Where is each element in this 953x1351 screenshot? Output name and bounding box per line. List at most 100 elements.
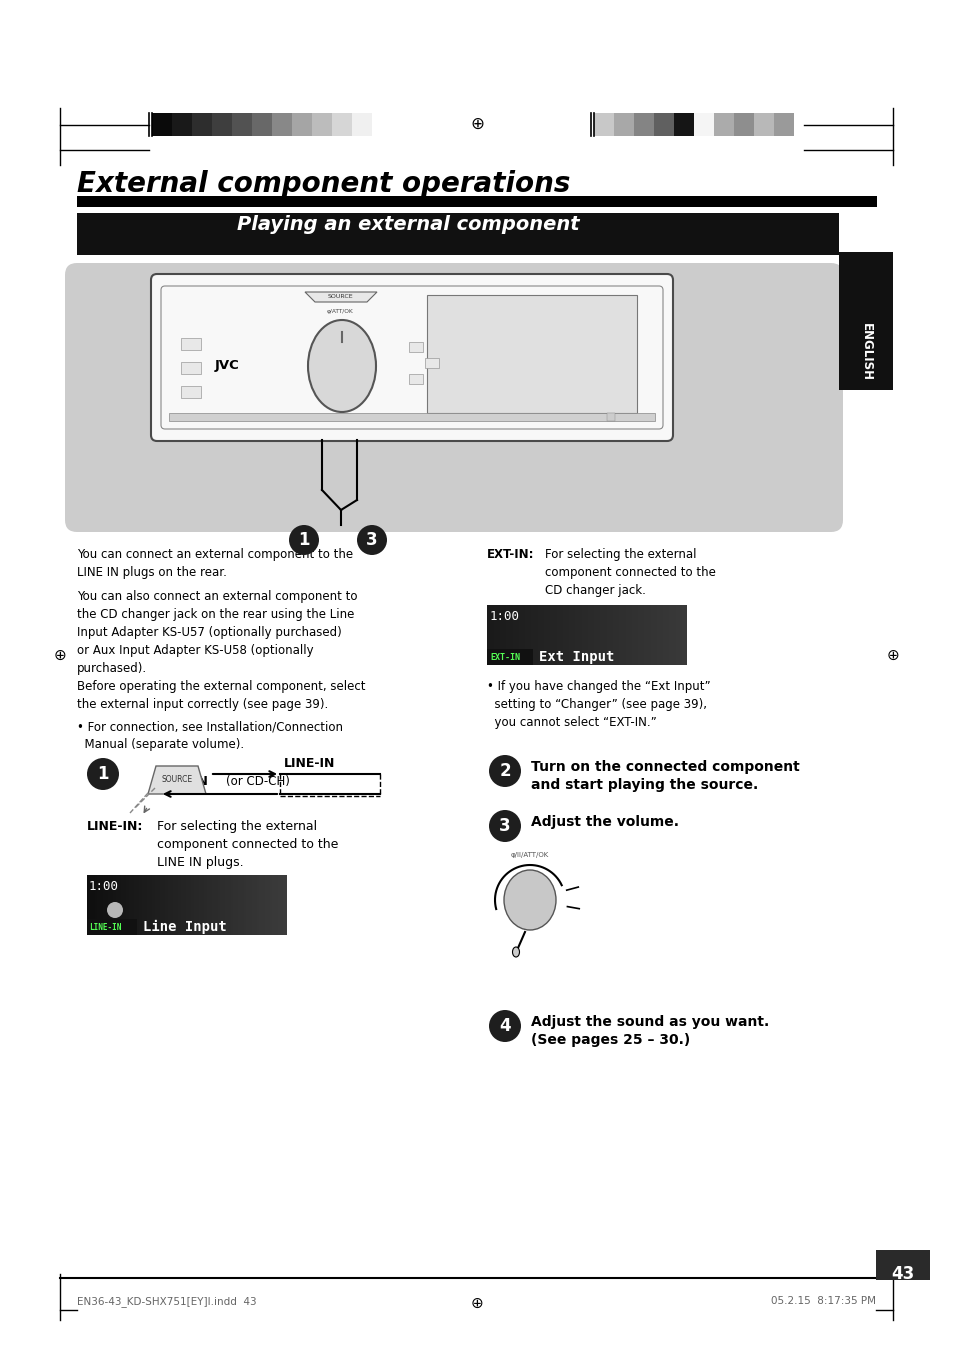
Bar	[121, 875, 122, 935]
Bar	[266, 875, 267, 935]
Bar	[271, 875, 272, 935]
Bar	[557, 605, 558, 665]
Bar	[191, 875, 192, 935]
Bar	[660, 605, 661, 665]
Bar	[409, 374, 422, 384]
Bar	[606, 413, 615, 422]
Bar	[204, 875, 205, 935]
Bar	[527, 605, 529, 665]
Bar	[255, 875, 256, 935]
Bar	[663, 605, 664, 665]
Bar	[278, 875, 280, 935]
Text: Adjust the volume.: Adjust the volume.	[531, 815, 679, 830]
Bar	[572, 605, 573, 665]
Bar	[680, 605, 681, 665]
Bar	[532, 605, 533, 665]
Bar	[616, 605, 617, 665]
Bar	[593, 605, 594, 665]
Bar	[614, 605, 615, 665]
Bar	[188, 875, 189, 935]
Bar	[225, 875, 226, 935]
Bar	[145, 875, 146, 935]
Bar	[667, 605, 668, 665]
Bar	[208, 875, 209, 935]
Bar	[128, 875, 129, 935]
Bar	[352, 113, 372, 136]
Bar	[569, 605, 571, 665]
Bar	[838, 253, 892, 390]
Bar	[107, 875, 108, 935]
Bar	[673, 605, 675, 665]
Bar	[656, 605, 657, 665]
Bar	[183, 875, 184, 935]
Bar	[544, 605, 545, 665]
Bar	[518, 605, 519, 665]
Bar	[227, 875, 228, 935]
Bar	[564, 605, 565, 665]
Bar	[117, 875, 118, 935]
Text: LINE-IN: LINE-IN	[284, 757, 335, 770]
Bar	[592, 605, 593, 665]
Text: LINE-IN:: LINE-IN:	[87, 820, 143, 834]
Bar	[628, 605, 629, 665]
Bar	[525, 605, 526, 665]
Text: ⊕: ⊕	[470, 115, 483, 132]
Bar	[269, 875, 270, 935]
Bar	[560, 605, 561, 665]
Bar	[198, 875, 199, 935]
Bar	[665, 605, 666, 665]
Ellipse shape	[308, 320, 375, 412]
Text: SOURCE: SOURCE	[327, 295, 353, 300]
Bar	[545, 605, 546, 665]
Bar	[219, 875, 220, 935]
Bar	[332, 113, 352, 136]
Text: Ext Input: Ext Input	[538, 650, 614, 663]
Bar	[245, 875, 246, 935]
Bar	[263, 875, 264, 935]
Bar	[571, 605, 572, 665]
Bar	[424, 358, 438, 367]
Bar	[546, 605, 547, 665]
Bar	[585, 605, 586, 665]
Bar	[580, 605, 581, 665]
Bar	[488, 605, 489, 665]
Bar	[284, 875, 285, 935]
Bar	[733, 113, 753, 136]
Bar	[160, 875, 161, 935]
Bar	[623, 605, 624, 665]
Bar	[138, 875, 139, 935]
Bar	[644, 605, 645, 665]
Bar	[185, 875, 186, 935]
Bar	[184, 875, 185, 935]
Bar	[206, 875, 207, 935]
Bar	[673, 113, 693, 136]
Bar	[625, 605, 626, 665]
Bar	[685, 605, 686, 665]
Bar	[212, 875, 213, 935]
Bar	[576, 605, 577, 665]
Bar	[489, 605, 490, 665]
Bar	[536, 605, 537, 665]
Bar	[186, 875, 187, 935]
Text: Line Input: Line Input	[143, 920, 227, 934]
Bar	[635, 605, 636, 665]
Bar	[676, 605, 677, 665]
Bar	[559, 605, 560, 665]
Bar	[655, 605, 656, 665]
Bar	[651, 605, 652, 665]
Bar	[543, 605, 544, 665]
Bar	[589, 605, 590, 665]
Bar	[713, 113, 733, 136]
Bar	[547, 605, 548, 665]
Bar	[567, 605, 568, 665]
Bar	[200, 875, 201, 935]
Bar	[103, 875, 104, 935]
Bar	[228, 875, 229, 935]
Bar	[633, 605, 634, 665]
Bar	[491, 605, 492, 665]
Bar	[684, 605, 685, 665]
Text: 4: 4	[498, 1017, 510, 1035]
Text: 1:00: 1:00	[490, 611, 519, 624]
Bar	[194, 875, 195, 935]
Bar	[568, 605, 569, 665]
